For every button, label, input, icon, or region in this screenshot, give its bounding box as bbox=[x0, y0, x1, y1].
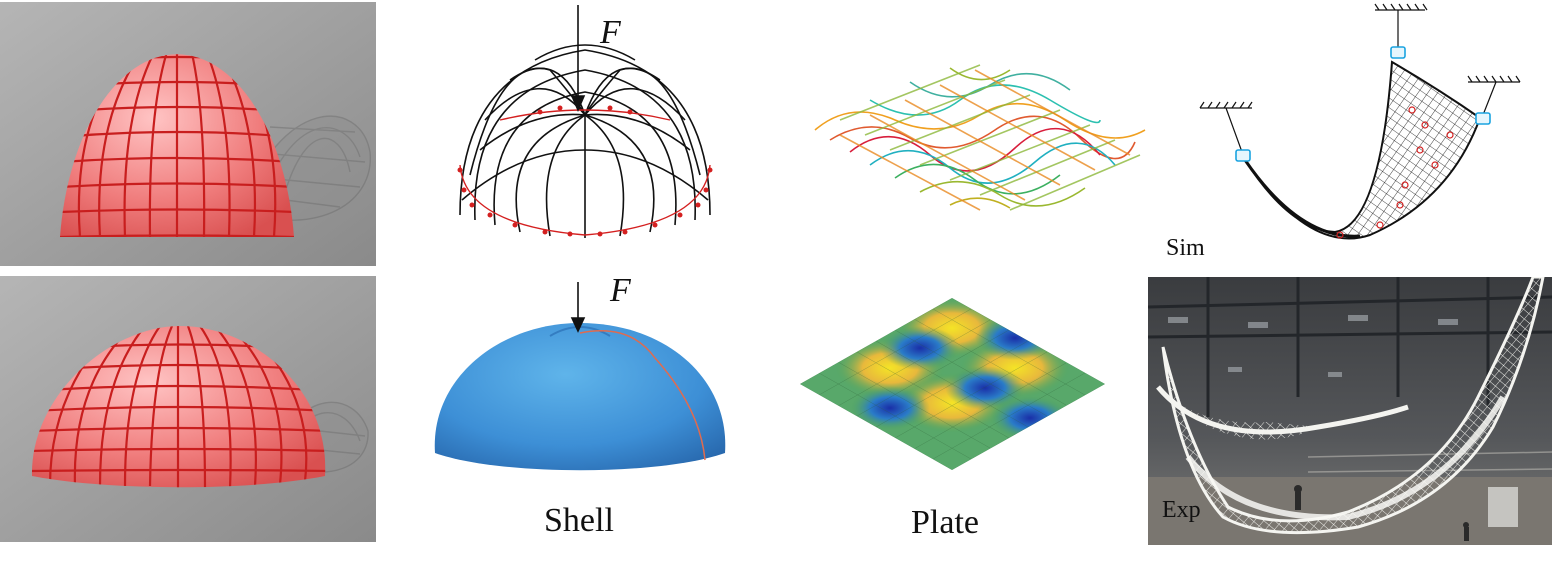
plate-render bbox=[800, 298, 1105, 470]
render-hemisphere-flat bbox=[0, 276, 376, 542]
net-surface bbox=[1244, 60, 1482, 240]
shell-caption: Shell bbox=[544, 502, 614, 539]
net-experiment-photo bbox=[1148, 277, 1552, 545]
render-hemisphere-tall bbox=[0, 2, 376, 266]
shell-render bbox=[430, 278, 735, 476]
hatched-anchor-icon bbox=[1199, 3, 1521, 153]
crease-line bbox=[579, 330, 706, 461]
force-label-top: F bbox=[600, 14, 621, 51]
down-arrow-icon bbox=[570, 5, 586, 113]
net-simulation bbox=[1180, 0, 1552, 270]
exp-label: Exp bbox=[1162, 497, 1201, 523]
boundary-nodes bbox=[459, 109, 711, 236]
sim-label: Sim bbox=[1166, 235, 1205, 261]
down-arrow-icon bbox=[570, 282, 586, 333]
force-label-bottom: F bbox=[610, 272, 631, 309]
plate-wireframe bbox=[810, 60, 1150, 220]
shell-wireframe bbox=[440, 0, 730, 250]
plate-caption: Plate bbox=[911, 504, 979, 541]
